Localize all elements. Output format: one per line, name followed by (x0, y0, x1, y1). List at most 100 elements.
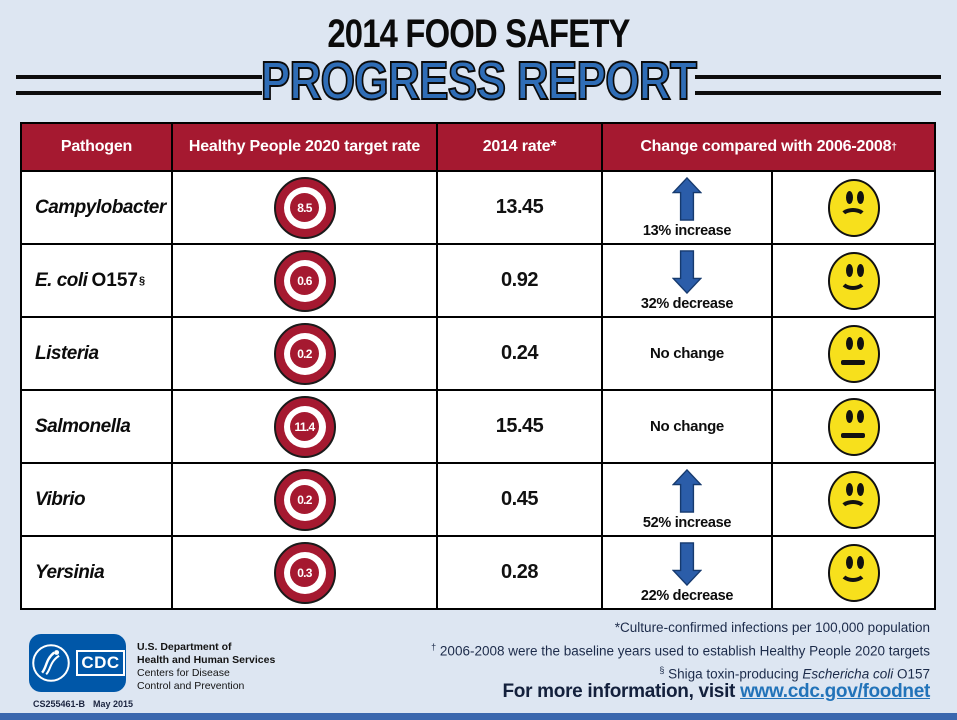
rate-2014-cell: 0.45 (438, 464, 601, 535)
target-rate-cell: 8.5 (173, 172, 436, 243)
rate-2014-value: 0.28 (501, 561, 538, 583)
down-arrow-glyph (671, 249, 703, 294)
face-eye (845, 409, 853, 423)
hhs-seal-icon (32, 644, 71, 682)
rate-2014-cell: 0.92 (438, 245, 601, 316)
change-cell: 13% increase (603, 172, 771, 243)
page-title-line2: PROGRESS REPORT (260, 50, 698, 112)
change-label: 52% increase (642, 514, 732, 531)
neutral-face-icon (827, 397, 880, 456)
face-eye (845, 482, 853, 496)
up-arrow-icon (671, 176, 703, 221)
target-rate-cell: 0.2 (173, 318, 436, 389)
pathogen-name: Yersinia (35, 561, 105, 583)
bullseye-center: 0.2 (290, 339, 319, 368)
change-cell: 32% decrease (603, 245, 771, 316)
face-eye (856, 409, 864, 423)
down-arrow-icon (671, 541, 703, 586)
cdc-logo-text: CDC (76, 650, 125, 676)
change-cell: No change (603, 318, 771, 389)
footnote-section-tail: O157 (893, 666, 930, 681)
bullseye-ring: 0.6 (283, 259, 326, 302)
face-eye (856, 190, 864, 204)
footnote-section: § Shiga toxin-producing Eschericha coli … (431, 661, 930, 684)
decorative-rule (16, 75, 262, 79)
target-rate-cell: 0.6 (173, 245, 436, 316)
target-rate-value: 0.2 (297, 492, 312, 507)
column-header-change: Change compared with 2006-2008 † (603, 124, 934, 170)
agency-line: U.S. Department of (137, 641, 232, 653)
target-rate-value: 0.2 (297, 346, 312, 361)
footnote-dagger-mark: † (431, 641, 437, 652)
foodnet-link[interactable]: www.cdc.gov/foodnet (740, 681, 930, 702)
footnote-section-text: Shiga toxin-producing (664, 666, 803, 681)
footnote-section-species: Eschericha coli (802, 666, 894, 681)
pathogen-cell: Salmonella (22, 391, 171, 462)
face-mouth (838, 207, 867, 228)
sad-face-icon (827, 470, 880, 529)
page-title-line1: 2014 FOOD SAFETY (327, 12, 630, 56)
face-eye (856, 482, 864, 496)
change-label: 13% increase (642, 222, 732, 239)
bullseye-target-icon: 8.5 (273, 176, 336, 239)
bullseye-ring: 0.2 (283, 332, 326, 375)
bullseye-target-icon: 0.3 (273, 541, 336, 604)
rate-2014-value: 13.45 (495, 196, 544, 218)
pathogen-name: Salmonella (35, 415, 131, 437)
sad-face-icon (827, 178, 880, 237)
face-cell (773, 391, 934, 462)
bullseye-target-icon: 0.2 (273, 468, 336, 531)
footnotes: *Culture-confirmed infections per 100,00… (431, 619, 930, 684)
document-date: May 2015 (93, 699, 134, 709)
change-label: 22% decrease (640, 587, 734, 604)
bullseye-center: 8.5 (290, 193, 319, 222)
target-rate-value: 0.3 (297, 565, 312, 580)
bullseye-center: 0.2 (290, 485, 319, 514)
pathogen-cell: Campylobacter (22, 172, 171, 243)
rate-2014-cell: 13.45 (438, 172, 601, 243)
happy-face-icon (827, 251, 880, 310)
cdc-logo: CDC (29, 634, 126, 692)
face-mouth (840, 432, 865, 438)
bullseye-target-icon: 0.6 (273, 249, 336, 312)
face-eye (845, 336, 853, 350)
pathogen-name: Campylobacter (35, 196, 166, 218)
change-label: No change (650, 418, 724, 435)
up-arrow-icon (671, 468, 703, 513)
face-mouth (838, 560, 867, 582)
target-rate-cell: 0.2 (173, 464, 436, 535)
agency-line: Control and Prevention (137, 680, 245, 692)
target-rate-value: 8.5 (297, 200, 312, 215)
column-header-target-rate: Healthy People 2020 target rate (173, 124, 436, 170)
column-header-change-footnote-mark: † (891, 141, 897, 153)
agency-line: Centers for Disease (137, 667, 230, 679)
face-eye (845, 190, 853, 204)
rate-2014-value: 0.45 (501, 488, 538, 510)
down-arrow-icon (671, 249, 703, 294)
face-cell (773, 172, 934, 243)
footnote-star: *Culture-confirmed infections per 100,00… (614, 620, 930, 635)
face-eye (856, 336, 864, 350)
column-header-pathogen: Pathogen (22, 124, 171, 170)
bullseye-target-icon: 0.2 (273, 322, 336, 385)
rate-2014-cell: 0.24 (438, 318, 601, 389)
face-cell (773, 464, 934, 535)
bullseye-center: 0.6 (290, 266, 319, 295)
pathogen-cell: E. coli O157 § (22, 245, 171, 316)
happy-face-icon (827, 543, 880, 602)
bullseye-center: 11.4 (290, 412, 319, 441)
bullseye-ring: 11.4 (283, 405, 326, 448)
bullseye-ring: 0.2 (283, 478, 326, 521)
document-number: CS255461-B (33, 699, 86, 709)
column-header-2014-rate: 2014 rate* (438, 124, 601, 170)
pathogen-cell: Yersinia (22, 537, 171, 608)
change-cell: 52% increase (603, 464, 771, 535)
face-cell (773, 537, 934, 608)
up-arrow-glyph (671, 176, 703, 221)
target-rate-value: 11.4 (294, 419, 316, 434)
face-mouth (838, 499, 867, 520)
rate-2014-value: 0.92 (501, 269, 538, 291)
more-info-line: For more information, visit www.cdc.gov/… (502, 681, 930, 703)
change-cell: No change (603, 391, 771, 462)
bullseye-target-icon: 11.4 (273, 395, 336, 458)
